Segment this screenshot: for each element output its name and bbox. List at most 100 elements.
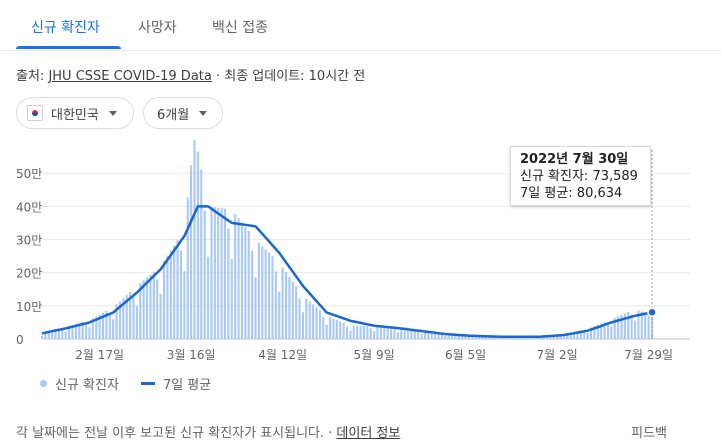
case-bar: [512, 337, 515, 339]
tab-new-cases[interactable]: 신규 확진자: [31, 20, 100, 36]
data-info-link[interactable]: 데이터 정보: [336, 426, 401, 441]
legend-bar-swatch: [40, 380, 47, 387]
case-bar: [264, 249, 267, 339]
case-bar: [88, 327, 91, 339]
case-bar: [129, 292, 132, 339]
case-bar: [556, 335, 559, 339]
case-bar: [630, 314, 633, 339]
case-bar: [186, 197, 189, 339]
period-dropdown[interactable]: 6개월: [143, 97, 223, 129]
case-bar: [78, 323, 81, 339]
case-bar: [40, 335, 44, 339]
legend-line-swatch: [140, 382, 155, 385]
x-tick-label: 2월 17일: [75, 348, 124, 362]
korea-flag-icon: [27, 105, 43, 121]
tooltip-average: 7일 평균: 80,634: [520, 186, 623, 201]
case-bar: [234, 213, 237, 339]
case-bar: [335, 320, 338, 339]
case-bar: [193, 140, 196, 339]
case-bar: [427, 332, 430, 339]
cases-chart[interactable]: 0 10만 20만 30만 40만 50만 2월 17일 3월 16일 4월 12일 5월 9일 6…: [0, 140, 721, 370]
tooltip-cases: 신규 확진자: 73,589: [520, 169, 638, 184]
case-bar: [71, 325, 74, 339]
case-bar: [481, 336, 484, 339]
tooltip-date: 2022년 7월 30일: [520, 152, 629, 167]
case-bar: [207, 256, 210, 339]
case-bar: [488, 336, 491, 339]
case-bar: [423, 331, 426, 339]
case-bar: [254, 277, 257, 339]
case-bar: [376, 326, 379, 339]
case-bar: [400, 328, 403, 339]
x-tick-label: 3월 16일: [167, 348, 216, 362]
case-bar: [390, 327, 393, 339]
hover-point: [647, 307, 657, 318]
case-bar: [644, 312, 647, 339]
case-bar: [91, 318, 94, 339]
case-bar: [47, 331, 50, 339]
case-bar: [539, 337, 542, 339]
case-bar: [190, 165, 193, 339]
seven-day-average-line: [41, 205, 653, 339]
chevron-down-icon: [108, 110, 117, 116]
case-bar: [183, 271, 186, 339]
case-bar: [647, 313, 650, 339]
case-bar: [200, 169, 203, 339]
case-bar: [315, 307, 318, 339]
case-bar: [281, 267, 284, 339]
case-bar: [356, 325, 359, 339]
case-bar: [437, 333, 440, 339]
chevron-down-icon: [199, 110, 208, 116]
y-tick-label: 0: [16, 333, 24, 347]
last-updated: · 최종 업데이트: 10시간 전: [211, 69, 366, 84]
case-bar: [318, 310, 321, 339]
source-link[interactable]: JHU CSSE COVID-19 Data: [48, 69, 212, 84]
footer-note: 각 날짜에는 전날 이후 보고된 신규 확진자가 표시됩니다. · 데이터 정보: [16, 422, 400, 441]
legend-cases-label: 신규 확진자: [55, 378, 119, 393]
case-bar: [115, 304, 118, 339]
source-line: 출처: JHU CSSE COVID-19 Data · 최종 업데이트: 10…: [16, 65, 365, 84]
case-bar: [237, 218, 240, 339]
case-bar: [105, 311, 108, 339]
case-bar: [125, 295, 128, 339]
footer-text: 각 날짜에는 전날 이후 보고된 신규 확진자가 표시됩니다. ·: [16, 426, 333, 441]
case-bar: [413, 330, 416, 339]
case-bar: [122, 298, 125, 339]
case-bar: [484, 336, 487, 339]
case-bar: [101, 312, 105, 339]
case-bar: [379, 326, 382, 339]
case-bar: [203, 210, 206, 339]
period-label: 6개월: [157, 107, 190, 123]
case-bar: [271, 256, 274, 339]
tab-vaccinations[interactable]: 백신 접종: [212, 20, 268, 36]
case-bar: [373, 331, 376, 339]
case-bar: [634, 320, 637, 339]
x-tick-label: 4월 12일: [258, 348, 307, 362]
case-bar: [57, 328, 60, 339]
case-bar: [396, 332, 399, 339]
case-bar: [454, 334, 457, 339]
country-dropdown[interactable]: 대한민국: [16, 97, 134, 129]
case-bar: [244, 226, 247, 339]
case-bar: [491, 337, 494, 339]
case-bar: [573, 332, 576, 339]
feedback-link[interactable]: 피드백: [631, 426, 667, 441]
case-bar: [369, 328, 372, 339]
y-tick-label: 40만: [16, 200, 42, 214]
x-tick-label: 7월 2일: [537, 348, 578, 362]
case-bar: [44, 332, 47, 339]
tab-deaths[interactable]: 사망자: [138, 20, 177, 36]
case-bar: [257, 242, 260, 339]
case-bar: [383, 327, 386, 339]
case-bar: [210, 206, 213, 339]
case-bar: [589, 327, 593, 339]
case-bar: [118, 301, 121, 339]
case-bar: [220, 208, 223, 339]
case-bar: [251, 250, 254, 339]
x-tick-label: 5월 9일: [354, 348, 395, 362]
case-bar: [606, 323, 609, 339]
case-bar: [108, 313, 111, 339]
case-bar: [430, 332, 433, 339]
case-bar: [132, 296, 135, 339]
case-bar: [345, 326, 349, 339]
